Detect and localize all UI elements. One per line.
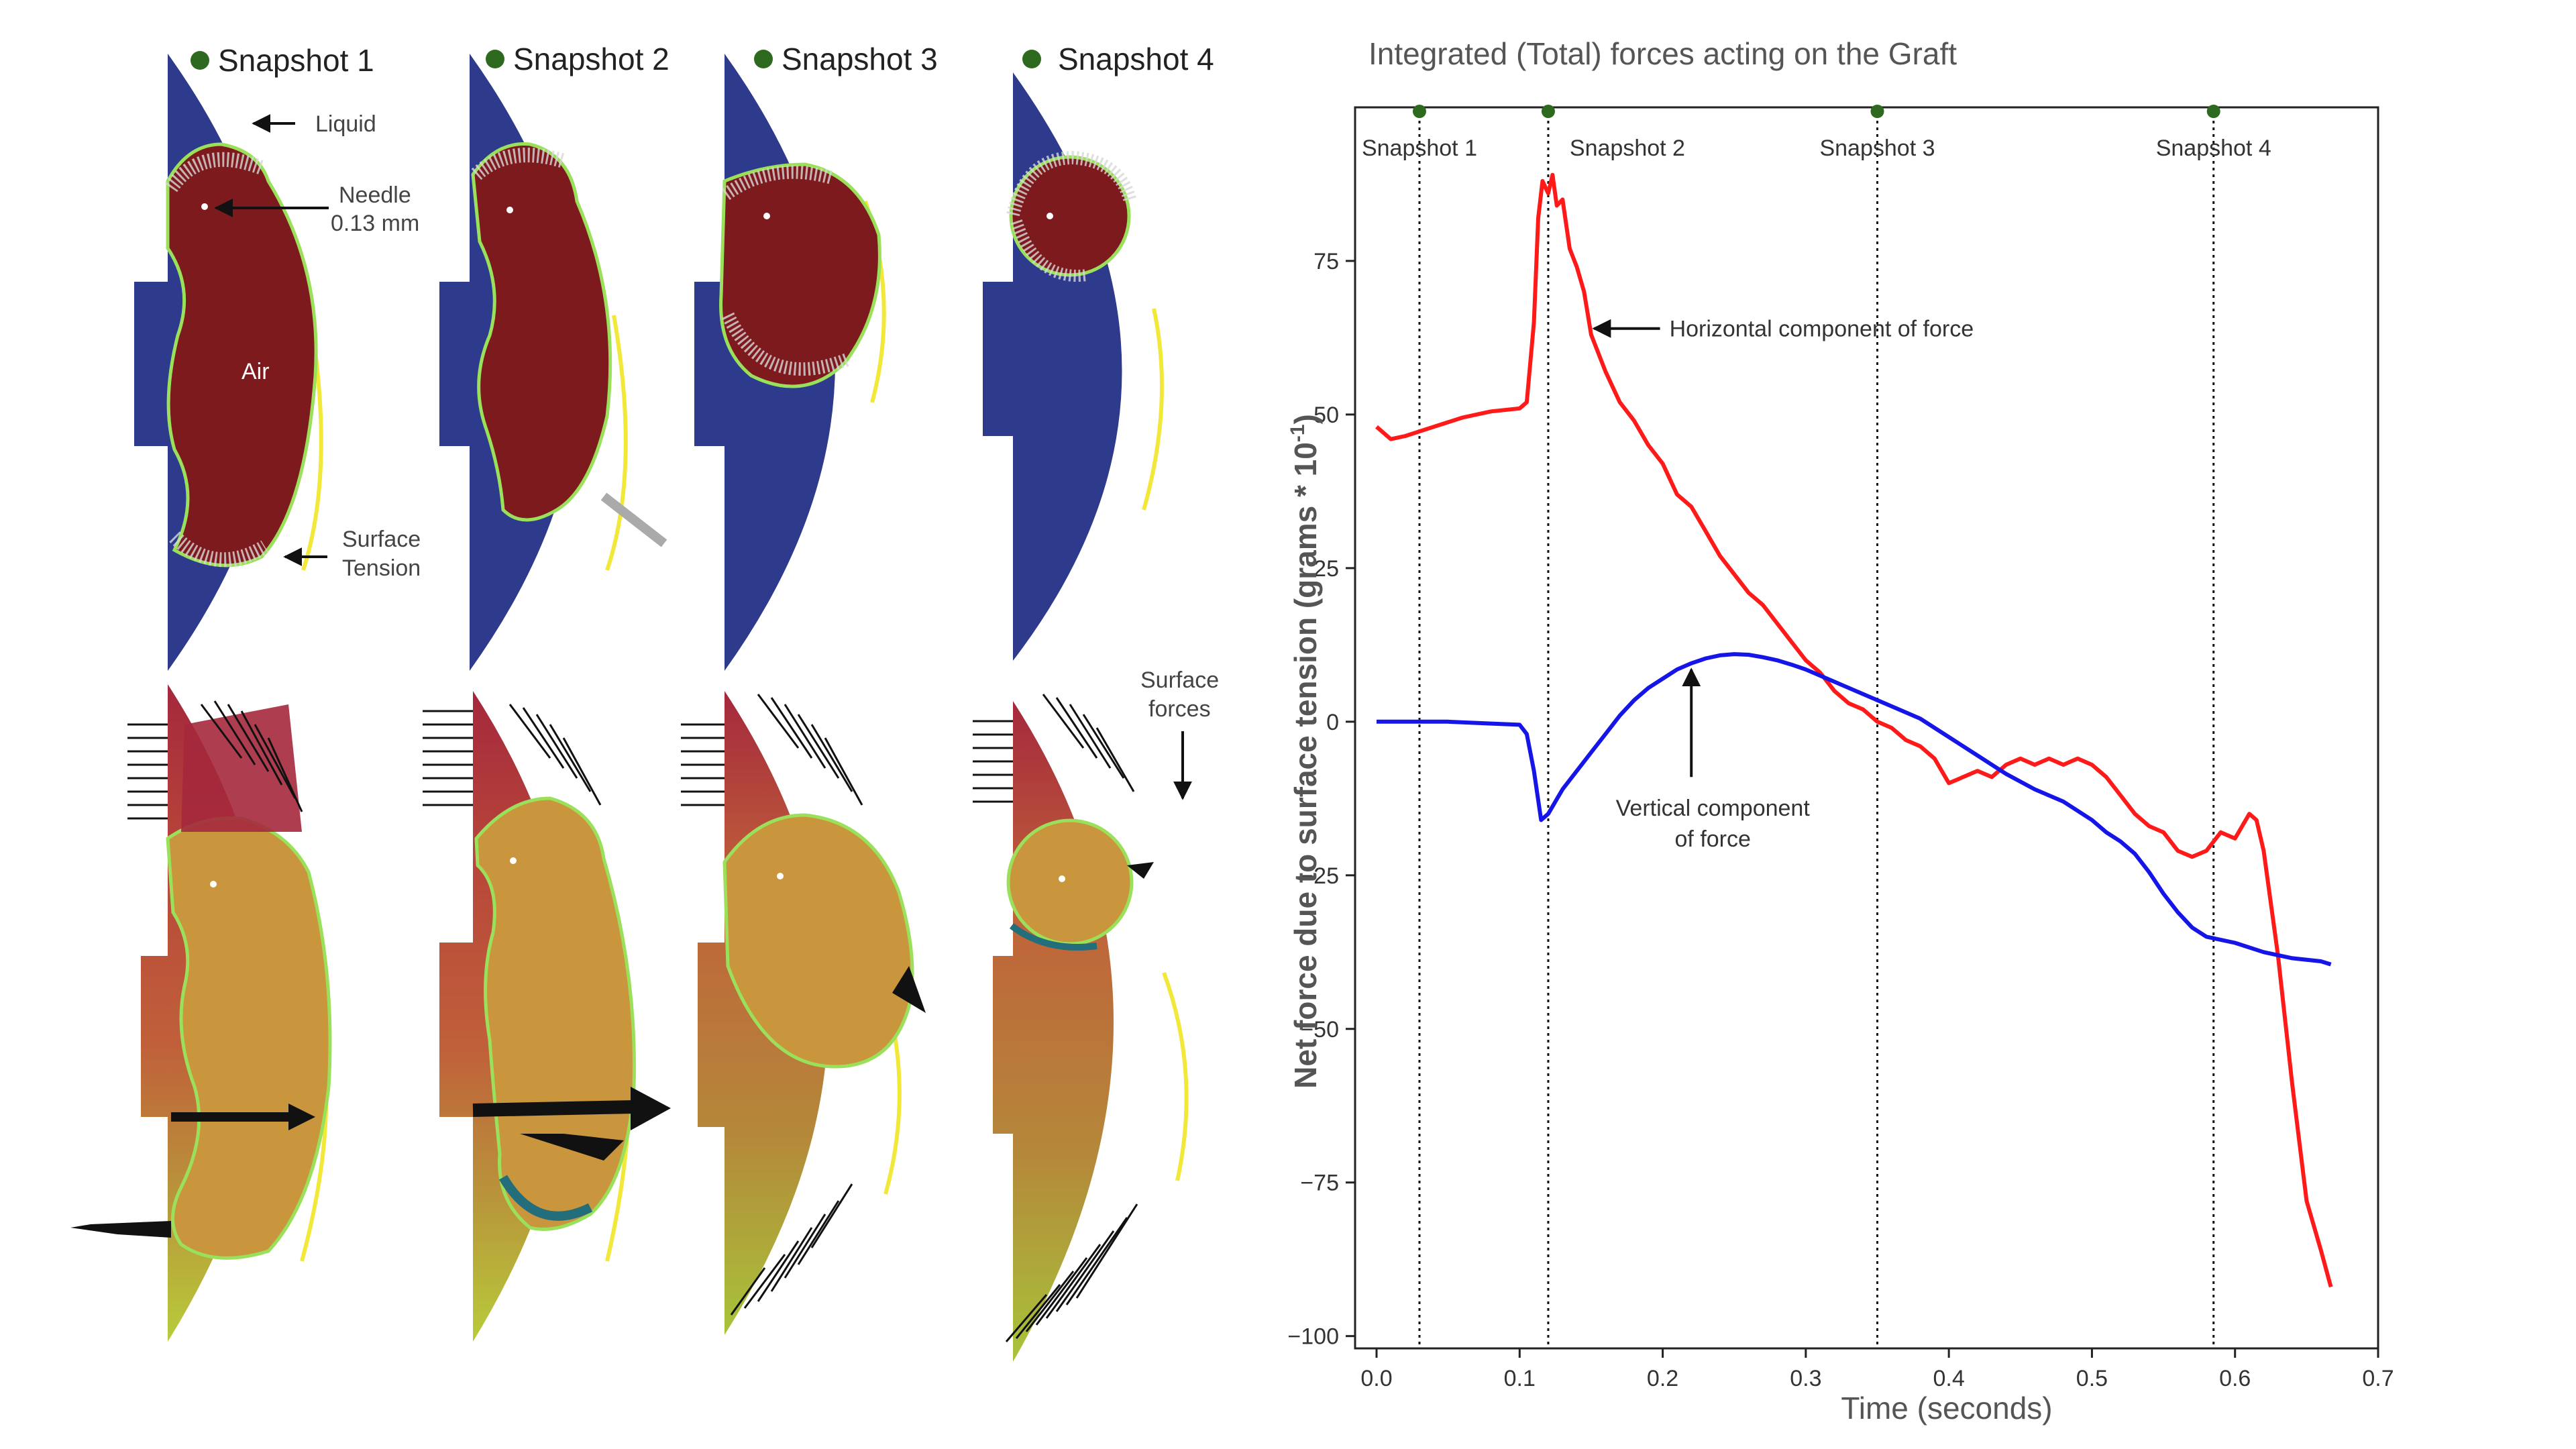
phase-panel-4 — [983, 72, 1164, 661]
y-tick-label: 0 — [1326, 710, 1339, 735]
snapshot-3-title: Snapshot 3 — [782, 42, 938, 76]
snapshot-headers: Snapshot 1 Snapshot 2 Snapshot 3 Snapsho… — [191, 42, 1214, 78]
snapshot-line-marker — [2206, 105, 2220, 118]
surface-tension-label-line1: Surface — [342, 527, 421, 552]
y-tick-label: −100 — [1287, 1324, 1339, 1350]
snapshot-3-marker — [754, 50, 773, 68]
x-axis: 0.0 0.1 0.2 0.3 0.4 0.5 0.6 0.7 — [1360, 1348, 2394, 1391]
phase-annotations: Liquid Needle 0.13 mm Air Surface Tensio… — [214, 111, 421, 581]
plot-frame — [1354, 106, 2379, 1350]
x-tick-label: 0.4 — [1933, 1366, 1965, 1391]
snapshot-4-marker — [1022, 50, 1041, 68]
y-tick-label: 25 — [1313, 556, 1339, 582]
needle-label-line2: 0.13 mm — [331, 211, 419, 236]
chart-annotations: Horizontal component of force Vertical co… — [1592, 317, 1974, 852]
series — [1375, 172, 2333, 1288]
y-tick-label: −50 — [1300, 1017, 1339, 1042]
vertical-component-label: Vertical component — [1616, 796, 1811, 821]
surface-forces-label-line2: forces — [1148, 696, 1211, 722]
x-tick-label: 0.7 — [2362, 1366, 2394, 1391]
snapshot-line-label: Snapshot 4 — [2156, 136, 2271, 161]
plot-area — [1354, 106, 2379, 1350]
y-tick-label: 75 — [1313, 249, 1339, 274]
snapshot-line-marker — [1541, 105, 1555, 118]
snapshot-line-marker — [1412, 105, 1426, 118]
snapshot-line-label: Snapshot 1 — [1362, 136, 1477, 161]
x-tick-label: 0.5 — [2076, 1366, 2108, 1391]
x-tick-label: 0.2 — [1647, 1366, 1678, 1391]
force-panel-4: Surface forces — [973, 667, 1219, 1362]
chart-title: Integrated (Total) forces acting on the … — [1368, 36, 1957, 71]
y-tick-label: 50 — [1313, 402, 1339, 428]
needle-label-line1: Needle — [339, 182, 411, 208]
force-panel-3 — [681, 691, 926, 1335]
snapshot-lines: Snapshot 1 Snapshot 2 Snapshot 3 Snapshot 4 — [1362, 105, 2271, 1348]
y-tick-label: −75 — [1300, 1171, 1339, 1196]
air-label: Air — [241, 359, 270, 384]
x-tick-label: 0.3 — [1790, 1366, 1821, 1391]
snapshot-2-marker — [486, 50, 504, 68]
phase-panel-1 — [134, 54, 323, 671]
vertical-component-label-line2: of force — [1675, 826, 1751, 852]
snapshot-2-title: Snapshot 2 — [513, 42, 669, 76]
series-line — [1377, 652, 2332, 967]
y-tick-label: −25 — [1300, 863, 1339, 889]
y-axis: 75 50 25 0 −25 −50 −75 −100 — [1287, 249, 1355, 1350]
surface-forces-label-line1: Surface — [1140, 667, 1219, 693]
series-line — [1375, 172, 2333, 1288]
force-chart: Integrated (Total) forces acting on the … — [1287, 36, 2394, 1426]
snapshot-4-title: Snapshot 4 — [1058, 42, 1214, 76]
phase-panel-2 — [439, 54, 667, 671]
x-tick-label: 0.6 — [2219, 1366, 2251, 1391]
surface-tension-label-line2: Tension — [342, 555, 421, 581]
horizontal-component-label: Horizontal component of force — [1670, 317, 1974, 342]
x-tick-label: 0.0 — [1360, 1366, 1392, 1391]
snapshot-line-marker — [1870, 105, 1884, 118]
force-panel-1 — [70, 684, 332, 1342]
liquid-label: Liquid — [315, 111, 376, 137]
simulation-panels: Snapshot 1 Snapshot 2 Snapshot 3 Snapsho… — [70, 42, 1219, 1362]
snapshot-line-label: Snapshot 3 — [1819, 136, 1935, 161]
phase-panel-3 — [694, 54, 886, 671]
y-axis-label: Net force due to surface tension (grams … — [1287, 414, 1323, 1089]
snapshot-1-title: Snapshot 1 — [218, 43, 374, 78]
snapshot-1-marker — [191, 51, 209, 70]
force-panel-2 — [423, 691, 671, 1342]
x-tick-label: 0.1 — [1504, 1366, 1536, 1391]
x-axis-label: Time (seconds) — [1841, 1391, 2052, 1426]
snapshot-line-label: Snapshot 2 — [1570, 136, 1685, 161]
